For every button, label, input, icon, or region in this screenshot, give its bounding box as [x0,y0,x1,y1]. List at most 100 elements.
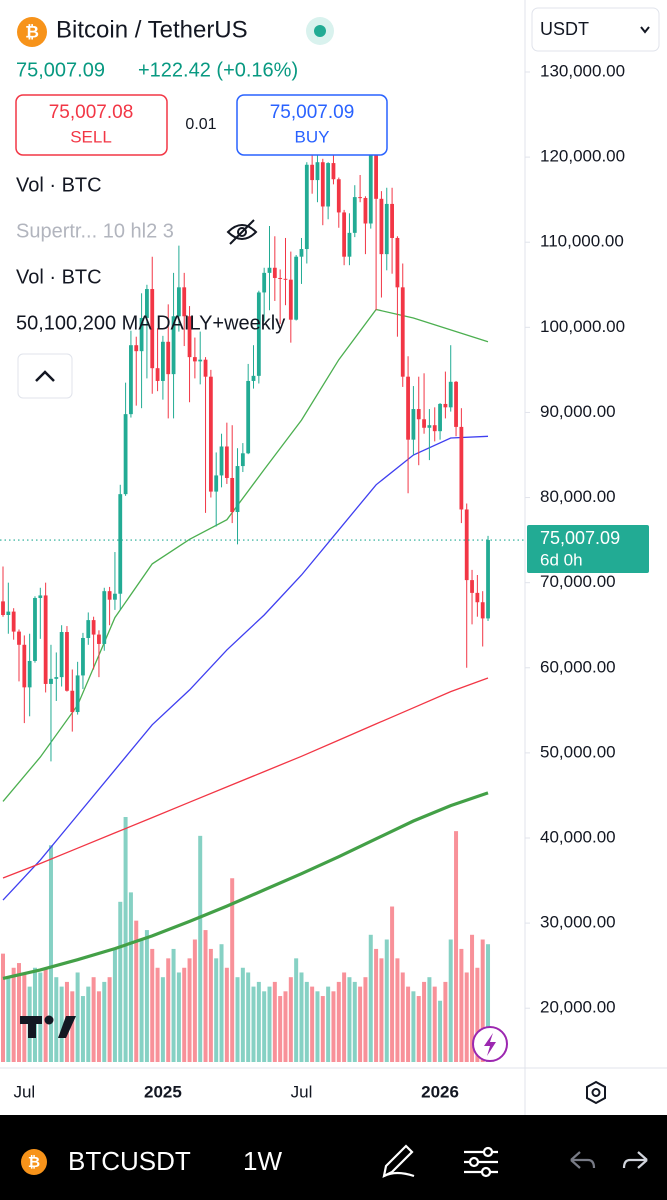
volume-bar [208,948,213,1062]
volume-bar [480,939,485,1062]
candle-body [331,163,336,180]
x-tick-label: Jul [291,1082,313,1101]
chevron-up [35,370,55,382]
indicator-label[interactable]: Vol · BTC [16,266,102,288]
volume-bar [6,977,11,1062]
indicator-label[interactable]: 50,100,200 MA DAILY+weekly [16,312,285,334]
candle-body [198,359,203,362]
settings-button[interactable] [586,1080,606,1105]
indicators-button[interactable] [464,1146,498,1178]
volume-bar [278,996,283,1062]
sell-price: 75,007.08 [49,102,134,123]
draw-tool-button[interactable] [382,1144,415,1178]
spread: 0.01 [185,116,216,133]
volume-bar [336,981,341,1062]
y-tick-label: 60,000.00 [540,657,616,676]
interval[interactable]: 1W [243,1146,282,1176]
volume-bar [416,996,421,1062]
volume-bar [192,939,197,1062]
candle-body [113,593,117,600]
volume-bar [203,930,208,1062]
volume-bar [32,967,37,1062]
y-tick-label: 130,000.00 [540,61,625,80]
candle-body [176,287,181,317]
volume-bar [395,958,400,1062]
coin-icon [21,1149,47,1175]
volume-bar [283,991,288,1062]
undo-button[interactable] [570,1151,596,1169]
candle-body [288,279,293,320]
volume-bar [320,996,325,1062]
y-tick-label: 110,000.00 [540,232,624,251]
candle-body [118,494,123,594]
volume-bar [128,892,133,1062]
buy-button[interactable] [236,94,388,156]
candle-body [267,267,272,273]
volume-bar [342,972,347,1062]
volume-bar [272,981,277,1062]
redo-button[interactable] [622,1151,648,1169]
candle-body [384,203,389,255]
candle-body [102,591,107,644]
ticker[interactable]: BTCUSDT [68,1146,191,1176]
candle-body [294,256,299,320]
y-tick-label: 90,000.00 [540,402,616,421]
volume-bar [96,991,101,1062]
volume-bar [294,958,299,1062]
sell-button[interactable] [15,94,168,156]
volume-bar [1,953,5,1062]
volume-bar [230,878,235,1062]
volume-bar [267,986,272,1062]
tradingview-logo [20,1015,76,1038]
volume-bar [448,939,453,1062]
volume-bar [352,981,357,1062]
candle-body [161,341,165,381]
candle-body [123,414,128,495]
volume-bar [112,948,117,1062]
candle-body [395,237,400,288]
candle-body [235,466,240,513]
volume-bar [411,991,416,1062]
x-tick-label: Jul [13,1082,35,1101]
candle-body [65,632,69,691]
indicator-label[interactable]: Vol · BTC [16,174,102,196]
candle-body [134,345,139,352]
coin-glyph: ₿ [25,22,39,41]
candle-body [299,249,304,257]
price-change: +122.42 (+0.16%) [138,59,298,81]
volume-bar [123,817,128,1062]
volume-bar [406,986,411,1062]
volume-bar [219,944,224,1062]
candle-body [427,425,432,428]
volume-bar [304,981,309,1062]
buy-label: BUY [295,127,330,146]
candle-body [459,426,464,510]
y-tick-label: 40,000.00 [540,827,616,846]
candle-body [107,591,112,600]
candle-body [262,272,267,293]
hidden-eye-icon[interactable] [226,219,258,245]
x-tick-label: 2026 [421,1082,459,1101]
volume-bar [438,1000,443,1062]
volume-bar [86,986,91,1062]
indicator-label[interactable]: Supertr... 10 hl2 3 [16,220,174,242]
candle-body [214,475,219,492]
moving-average-line [2,435,489,901]
candle-body [432,425,437,432]
volume-bar [144,930,149,1062]
volume-bar [326,986,331,1062]
candle-body [315,162,320,181]
volume-bar [155,967,160,1062]
volume-bar [240,967,245,1062]
sell-label: SELL [70,127,112,146]
collapse-button[interactable] [17,353,73,399]
volume-bar [347,977,352,1062]
candle-body [219,446,224,476]
volume-bar [224,967,229,1062]
currency-dropdown[interactable] [531,7,660,52]
market-open-dot [314,25,326,37]
candle-body [422,419,426,428]
volume-bar [80,996,85,1062]
candle-body [240,453,245,467]
candle-body [475,592,480,603]
